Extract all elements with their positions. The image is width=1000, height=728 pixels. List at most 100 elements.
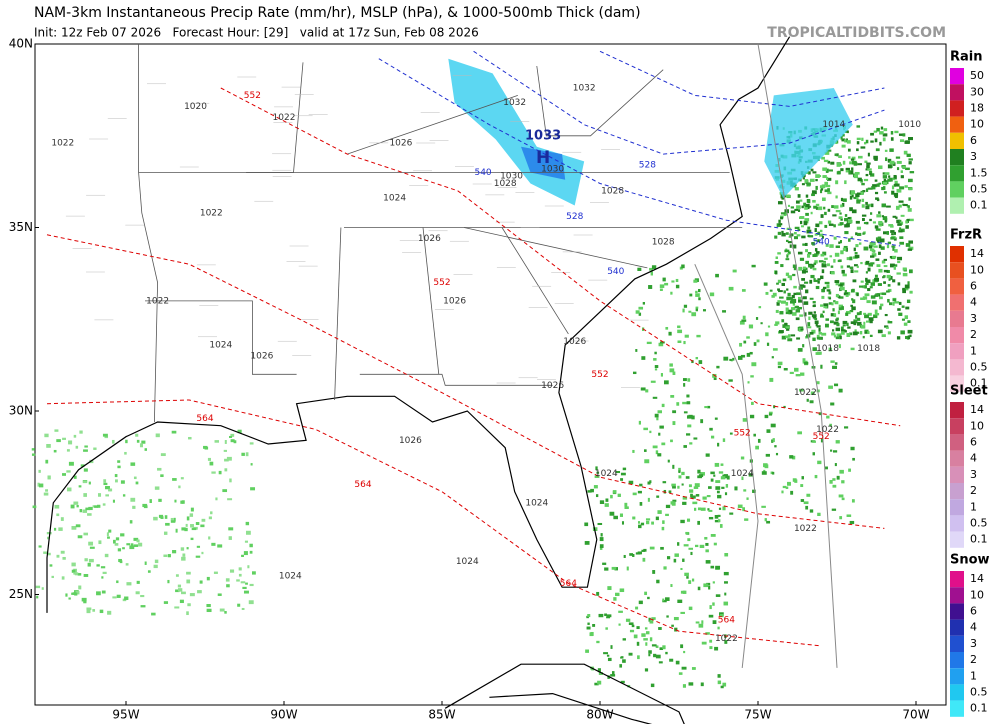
- precip-cell: [584, 541, 590, 545]
- precip-cell: [102, 571, 107, 574]
- precip-cell: [720, 685, 724, 689]
- precip-cell: [823, 159, 829, 163]
- precip-cell: [865, 201, 868, 205]
- thickness-label: 552: [591, 370, 608, 380]
- precip-cell: [790, 298, 796, 303]
- precip-cell: [792, 302, 796, 306]
- precip-cell: [62, 473, 66, 476]
- lat-label: 35N: [9, 220, 33, 234]
- precip-cell: [855, 232, 858, 236]
- precip-cell: [687, 424, 692, 428]
- state-border: [246, 62, 304, 173]
- precip-cell: [647, 497, 650, 502]
- precip-cell: [812, 301, 816, 304]
- precip-cell: [850, 321, 855, 325]
- precip-cell: [680, 519, 685, 524]
- legend-title: Snow: [950, 553, 990, 568]
- precip-cell: [774, 270, 778, 275]
- precip-cell: [814, 474, 818, 479]
- precip-cell: [811, 193, 815, 197]
- precip-cell: [96, 591, 101, 596]
- precip-cell: [839, 335, 842, 340]
- precip-cell: [777, 201, 783, 205]
- precip-cell: [815, 179, 818, 182]
- legend-swatch: [950, 684, 964, 701]
- legend-level: 14: [970, 403, 984, 416]
- precip-cell: [801, 476, 804, 480]
- precip-cell: [675, 660, 680, 665]
- precip-cell: [81, 597, 87, 602]
- precip-cell: [662, 645, 666, 650]
- precip-cell: [117, 465, 121, 469]
- precip-cell: [750, 375, 754, 378]
- precip-cell: [882, 181, 888, 186]
- precip-cell: [721, 486, 725, 489]
- precip-cell: [843, 292, 849, 296]
- precip-cell: [886, 244, 890, 249]
- precip-cell: [98, 540, 102, 545]
- precip-cell: [812, 243, 815, 246]
- precip-cell: [899, 241, 905, 245]
- legend-level: 2: [970, 484, 977, 497]
- precip-cell: [116, 580, 119, 584]
- precip-cell: [788, 251, 791, 255]
- precip-cell: [843, 245, 848, 248]
- precip-cell: [810, 391, 815, 395]
- precip-cell: [844, 426, 849, 429]
- precip-cell: [792, 273, 796, 277]
- precip-cell: [73, 501, 79, 505]
- precip-cell: [180, 547, 185, 551]
- precip-cell: [694, 544, 699, 548]
- precip-cell: [720, 613, 724, 618]
- pressure-label: 1024: [279, 572, 302, 582]
- legend-level: 1: [970, 344, 977, 357]
- precip-cell: [683, 304, 688, 308]
- precip-cell: [800, 328, 804, 331]
- precip-cell: [853, 196, 857, 200]
- precip-cell: [688, 580, 692, 584]
- precip-cell: [870, 282, 875, 286]
- precip-cell: [45, 489, 49, 492]
- precip-cell: [637, 490, 642, 494]
- precip-cell: [878, 296, 883, 300]
- precip-cell: [877, 283, 882, 286]
- precip-cell: [883, 178, 887, 182]
- precip-cell: [700, 682, 704, 687]
- precip-cell: [68, 440, 73, 445]
- precip-cell: [775, 452, 779, 456]
- precip-cell: [717, 442, 720, 447]
- precip-cell: [604, 567, 609, 571]
- precip-cell: [586, 626, 591, 630]
- precip-cell: [660, 373, 663, 377]
- precip-cell: [875, 148, 880, 152]
- precip-cell: [597, 668, 601, 673]
- precip-cell: [56, 513, 60, 517]
- precip-cell: [887, 178, 892, 182]
- precip-cell: [622, 659, 626, 663]
- precip-cell: [817, 460, 822, 465]
- precip-cell: [140, 605, 146, 608]
- precip-cell: [865, 282, 869, 286]
- precip-cell: [794, 226, 800, 230]
- precip-cell: [814, 260, 818, 264]
- precip-cell: [882, 133, 888, 137]
- state-border: [347, 95, 518, 155]
- precip-cell: [599, 544, 604, 548]
- precip-cell: [855, 315, 858, 319]
- precip-cell: [599, 547, 603, 550]
- pressure-label: 1022: [715, 634, 738, 644]
- precip-cell: [633, 634, 638, 639]
- pressure-label: 1030: [500, 172, 523, 182]
- precip-cell: [668, 331, 672, 336]
- precip-cell: [903, 322, 908, 326]
- precip-cell: [889, 148, 894, 152]
- precip-cell: [656, 417, 659, 421]
- precip-cell: [856, 232, 862, 236]
- precip-cell: [225, 578, 230, 582]
- precip-cell: [126, 582, 132, 586]
- precip-cell: [827, 188, 830, 192]
- precip-cell: [688, 606, 693, 611]
- precip-cell: [883, 269, 889, 273]
- precip-cell: [729, 358, 732, 361]
- precip-cell: [833, 205, 839, 209]
